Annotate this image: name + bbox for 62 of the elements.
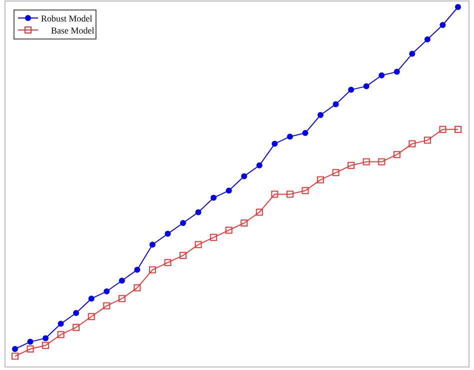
point (27, 338, 34, 345)
legend-label: Base Model (51, 26, 95, 36)
point (332, 101, 339, 108)
point (210, 194, 217, 201)
point (348, 162, 355, 169)
point (57, 331, 64, 338)
point (256, 208, 263, 216)
point (58, 320, 64, 327)
point (440, 22, 446, 28)
point (134, 284, 141, 292)
point (240, 220, 248, 226)
point (363, 83, 370, 90)
point (194, 241, 202, 248)
point (72, 324, 80, 331)
point (195, 209, 202, 216)
point (286, 134, 293, 140)
point (88, 296, 94, 302)
point (88, 313, 95, 320)
point (148, 266, 156, 274)
point (12, 352, 18, 360)
point (118, 278, 125, 284)
point (317, 176, 324, 184)
point (42, 342, 50, 349)
point (12, 346, 18, 352)
point (302, 130, 308, 136)
point (424, 136, 431, 144)
point (103, 302, 110, 310)
point (134, 266, 140, 273)
point (164, 259, 172, 266)
point (271, 190, 278, 198)
point (439, 126, 446, 133)
point (408, 140, 416, 148)
point (241, 173, 248, 180)
point (104, 288, 110, 294)
point (332, 169, 340, 176)
point (180, 252, 187, 259)
point (73, 310, 80, 316)
point (302, 187, 309, 194)
point (393, 151, 400, 158)
point (378, 158, 386, 166)
point (348, 86, 354, 93)
point (424, 36, 430, 42)
point (164, 230, 171, 237)
point (455, 4, 461, 10)
point (149, 242, 156, 248)
point (225, 226, 232, 234)
legend-label: Robust Model (41, 14, 93, 24)
point (272, 140, 278, 147)
point (378, 72, 385, 78)
point (42, 335, 49, 342)
point (226, 188, 232, 194)
point (394, 68, 400, 75)
point (256, 162, 262, 168)
point (26, 346, 34, 352)
point (454, 126, 462, 133)
point (210, 234, 218, 241)
point (409, 50, 416, 57)
point (118, 295, 126, 302)
point (362, 158, 370, 166)
point (180, 220, 186, 226)
point (286, 190, 294, 198)
point (318, 112, 324, 118)
